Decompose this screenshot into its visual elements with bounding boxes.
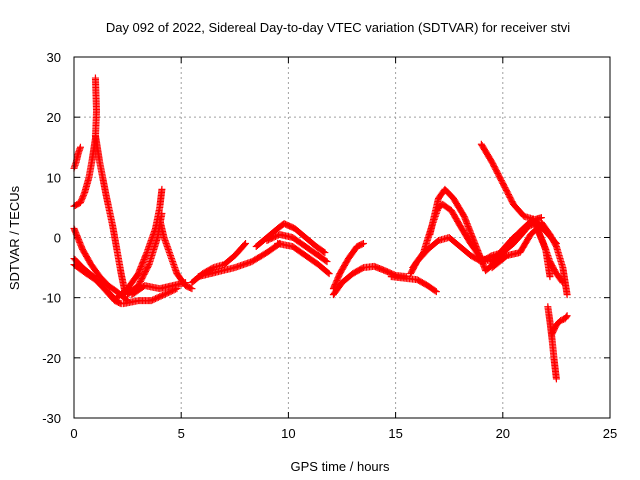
- data-marker: [559, 279, 567, 287]
- chart-title: Day 092 of 2022, Sidereal Day-to-day VTE…: [106, 20, 570, 35]
- data-marker: [158, 185, 166, 193]
- data-marker: [552, 375, 560, 383]
- x-tick-label: 10: [281, 426, 295, 441]
- data-marker: [80, 190, 88, 198]
- series-arc-13: [194, 240, 284, 281]
- data-marker: [323, 258, 331, 266]
- data-marker: [325, 270, 333, 278]
- data-marker: [431, 287, 439, 295]
- y-tick-label: -10: [42, 291, 61, 306]
- x-tick-label: 20: [496, 426, 510, 441]
- y-axis-label: SDTVAR / TECUs: [7, 185, 22, 290]
- series-arc-25: [537, 218, 571, 299]
- data-marker: [558, 277, 566, 285]
- series-arc-18: [329, 240, 367, 293]
- y-tick-label: 10: [47, 170, 61, 185]
- series-arc-15: [263, 230, 331, 266]
- data-marker: [432, 288, 440, 296]
- y-tick-label: 0: [54, 231, 61, 246]
- series-arc-26: [531, 218, 567, 287]
- data-marker: [322, 257, 330, 265]
- data-marker: [358, 240, 366, 248]
- x-tick-label: 0: [70, 426, 77, 441]
- series-arc-10: [128, 279, 189, 299]
- data-marker: [242, 240, 250, 248]
- series-arc-28: [548, 312, 571, 338]
- series-arc-22: [426, 185, 537, 275]
- series-arc-27: [544, 303, 560, 383]
- data-marker: [188, 285, 196, 293]
- data-marker: [546, 273, 554, 281]
- data-marker: [76, 143, 84, 151]
- x-tick-label: 5: [178, 426, 185, 441]
- series-arc-11: [156, 215, 196, 293]
- data-marker: [324, 269, 332, 277]
- y-tick-label: -20: [42, 351, 61, 366]
- series-arc-23: [477, 140, 545, 223]
- x-axis-label: GPS time / hours: [291, 459, 390, 474]
- data-marker: [359, 240, 367, 248]
- y-tick-label: -30: [42, 411, 61, 426]
- series-arc-14: [252, 220, 329, 257]
- axis-ticks: 0 5 10 15 20 25 -30 -20 -10 0 10 20 30: [42, 50, 617, 441]
- data-marker: [562, 313, 570, 321]
- plot-frame: [73, 56, 611, 419]
- data-marker: [321, 249, 329, 257]
- x-tick-label: 25: [603, 426, 617, 441]
- data-marker: [158, 209, 166, 217]
- data-marker: [563, 312, 571, 320]
- series-arc-1: [70, 143, 84, 172]
- series-arc-4: [70, 224, 132, 305]
- data-markers: [70, 74, 571, 383]
- series-arc-3: [91, 131, 129, 299]
- data-marker: [241, 241, 249, 249]
- data-marker: [187, 284, 195, 292]
- y-tick-label: 30: [47, 50, 61, 65]
- series-arc-16: [274, 240, 333, 278]
- data-marker: [563, 291, 571, 299]
- series-arc-19: [387, 273, 440, 296]
- y-tick-label: 20: [47, 110, 61, 125]
- data-marker: [320, 248, 328, 256]
- data-marker: [91, 74, 99, 82]
- x-tick-label: 15: [388, 426, 402, 441]
